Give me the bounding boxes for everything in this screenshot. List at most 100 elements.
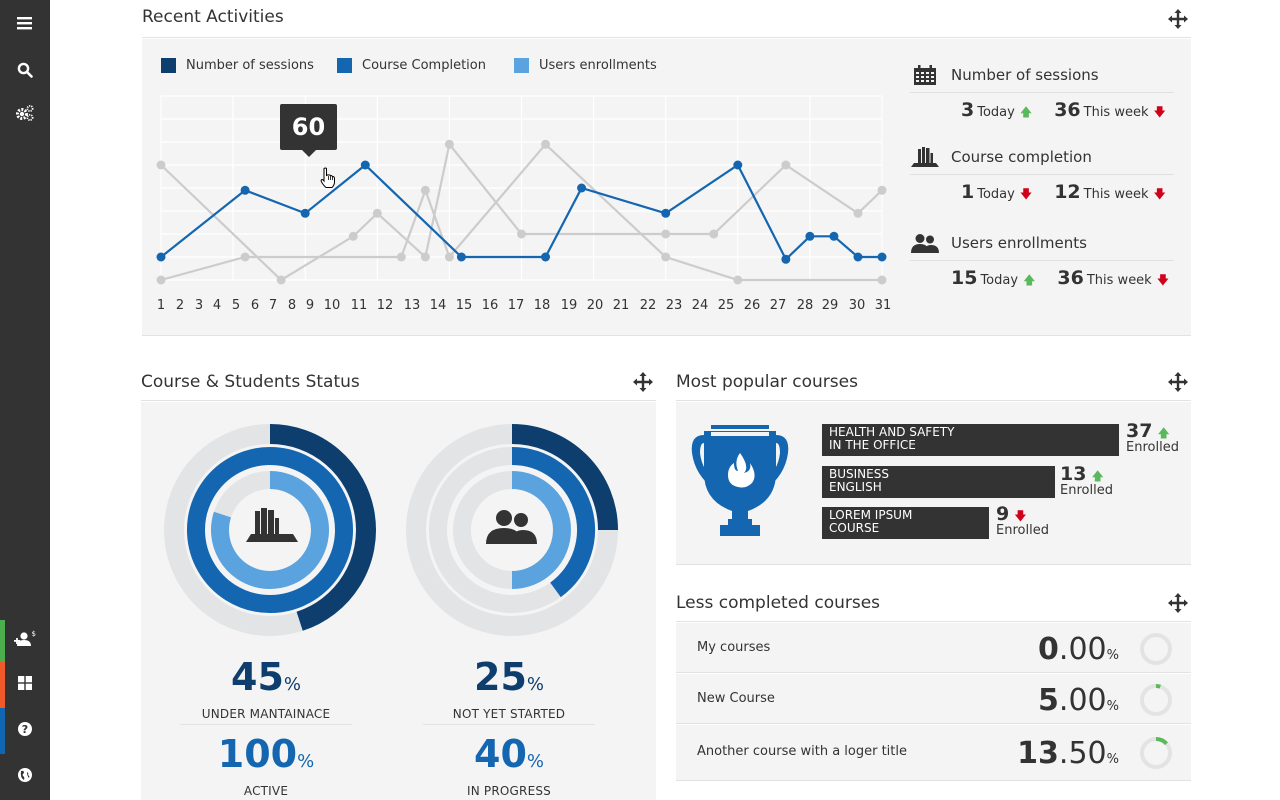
stat-today-value: 3 <box>961 99 975 121</box>
dashboard-button[interactable] <box>0 668 50 698</box>
stat-sessions: Number of sessions 3 Today 🡅 36 This wee… <box>910 62 1174 124</box>
metric-in-progress: 40% IN PROGRESS <box>409 734 609 798</box>
arrow-up-icon: 🡅 <box>1023 273 1036 287</box>
enrolled-label: Enrolled <box>1126 440 1179 455</box>
value-int: 0 <box>1038 632 1059 667</box>
metric-value: 40 <box>474 732 527 776</box>
svg-text:25: 25 <box>718 298 735 313</box>
legend-label: Number of sessions <box>186 58 314 73</box>
svg-text:28: 28 <box>797 298 814 313</box>
arrow-up-icon: 🡅 <box>1019 105 1033 119</box>
metric-unit: % <box>526 751 544 772</box>
svg-text:19: 19 <box>561 298 578 313</box>
search-button[interactable] <box>0 55 50 85</box>
divider <box>910 174 1174 175</box>
svg-text:16: 16 <box>482 298 499 313</box>
stripe-green <box>0 620 5 662</box>
sidebar: $ ? <box>0 0 50 800</box>
books-icon <box>246 508 298 542</box>
progress-ring-icon <box>1140 633 1172 665</box>
hamburger-icon <box>17 17 32 30</box>
svg-text:31: 31 <box>875 298 892 313</box>
popular-course-bar[interactable]: BUSINESS ENGLISH <box>822 466 1055 498</box>
popular-course-count: 9 🡇 Enrolled <box>996 505 1049 538</box>
svg-text:29: 29 <box>822 298 839 313</box>
enrolled-count: 9 <box>996 503 1010 525</box>
legend-item-sessions[interactable]: Number of sessions <box>161 58 314 73</box>
calendar-icon <box>910 65 940 85</box>
enrolled-count: 37 <box>1126 420 1153 442</box>
less-completed-courses-title: Less completed courses <box>676 593 881 613</box>
move-icon[interactable] <box>1167 592 1189 614</box>
move-icon[interactable] <box>1167 371 1189 393</box>
svg-text:21: 21 <box>613 298 630 313</box>
popular-course-bar[interactable]: LOREM IPSUM COURSE <box>822 507 989 539</box>
divider <box>910 92 1174 93</box>
value-unit: % <box>1106 699 1119 714</box>
menu-button[interactable] <box>0 8 50 38</box>
less-completed-row[interactable]: Another course with a loger title 13.50% <box>676 725 1191 781</box>
recent-activities-title: Recent Activities <box>142 7 284 27</box>
metric-unit: % <box>526 674 544 695</box>
value-unit: % <box>1106 752 1119 767</box>
popular-course-count: 13 🡅 Enrolled <box>1060 465 1113 498</box>
metric-label: ACTIVE <box>243 784 289 798</box>
help-button[interactable]: ? <box>0 714 50 744</box>
legend-swatch <box>161 58 176 73</box>
enrolled-label: Enrolled <box>996 523 1049 538</box>
course-completion-value: 13.50% <box>1017 736 1119 771</box>
svg-text:26: 26 <box>744 298 761 313</box>
settings-button[interactable] <box>0 98 50 128</box>
svg-text:12: 12 <box>377 298 394 313</box>
arrow-up-icon: 🡅 <box>1157 426 1170 440</box>
stat-today-label: Today <box>977 187 1015 202</box>
arrow-down-icon: 🡇 <box>1019 187 1033 201</box>
divider <box>141 400 656 401</box>
stat-today-value: 1 <box>961 181 975 203</box>
svg-text:10: 10 <box>324 298 341 313</box>
svg-text:14: 14 <box>430 298 447 313</box>
metric-active: 100% ACTIVE <box>166 734 366 798</box>
language-button[interactable] <box>0 760 50 790</box>
metric-value: 45 <box>231 655 284 699</box>
arrow-down-icon: 🡇 <box>1156 273 1170 287</box>
enrolled-count: 13 <box>1060 463 1087 485</box>
metric-label: UNDER MANTAINACE <box>201 707 331 721</box>
course-completion-value: 0.00% <box>1038 632 1119 667</box>
svg-text:1: 1 <box>157 298 165 313</box>
progress-ring-icon <box>1140 737 1172 769</box>
stat-today-value: 15 <box>951 267 978 289</box>
stat-week-label: This week <box>1086 273 1152 288</box>
less-completed-row[interactable]: My courses 0.00% <box>676 623 1191 673</box>
value-dec: .00 <box>1058 683 1107 718</box>
metric-value: 25 <box>474 655 527 699</box>
value-int: 5 <box>1038 683 1059 718</box>
user-billing-button[interactable]: $ <box>0 624 50 654</box>
legend-item-course-completion[interactable]: Course Completion <box>337 58 486 73</box>
svg-text:23: 23 <box>666 298 683 313</box>
line-chart[interactable]: 1 2 3 4 5 6 7 8 9 10 11 12 13 14 15 16 17 18 19 20 21 22 23 24 2… <box>150 90 900 315</box>
move-icon[interactable] <box>1167 8 1189 30</box>
legend-item-users-enrollments[interactable]: Users enrollments <box>514 58 657 73</box>
divider <box>910 260 1174 261</box>
stat-week-value: 12 <box>1054 181 1081 203</box>
divider <box>423 724 595 725</box>
arrow-up-icon: 🡅 <box>1091 469 1104 483</box>
course-completion-value: 5.00% <box>1038 683 1119 718</box>
legend-swatch <box>337 58 352 73</box>
users-icon <box>910 233 940 253</box>
grid-icon <box>18 676 32 690</box>
svg-text:24: 24 <box>692 298 709 313</box>
less-completed-row[interactable]: New Course 5.00% <box>676 674 1191 724</box>
stat-week-value: 36 <box>1057 267 1084 289</box>
move-icon[interactable] <box>632 371 654 393</box>
divider <box>676 400 1191 401</box>
donut-chart-courses[interactable] <box>163 423 377 637</box>
course-name: Another course with a loger title <box>697 744 908 759</box>
course-name-line1: BUSINESS <box>829 467 889 481</box>
metric-unit: % <box>283 674 301 695</box>
svg-text:4: 4 <box>213 298 221 313</box>
popular-course-bar[interactable]: HEALTH AND SAFETY IN THE OFFICE <box>822 424 1119 456</box>
value-int: 13 <box>1017 736 1059 771</box>
stat-users-enrollments: Users enrollments 15 Today 🡅 36 This wee… <box>910 230 1174 292</box>
